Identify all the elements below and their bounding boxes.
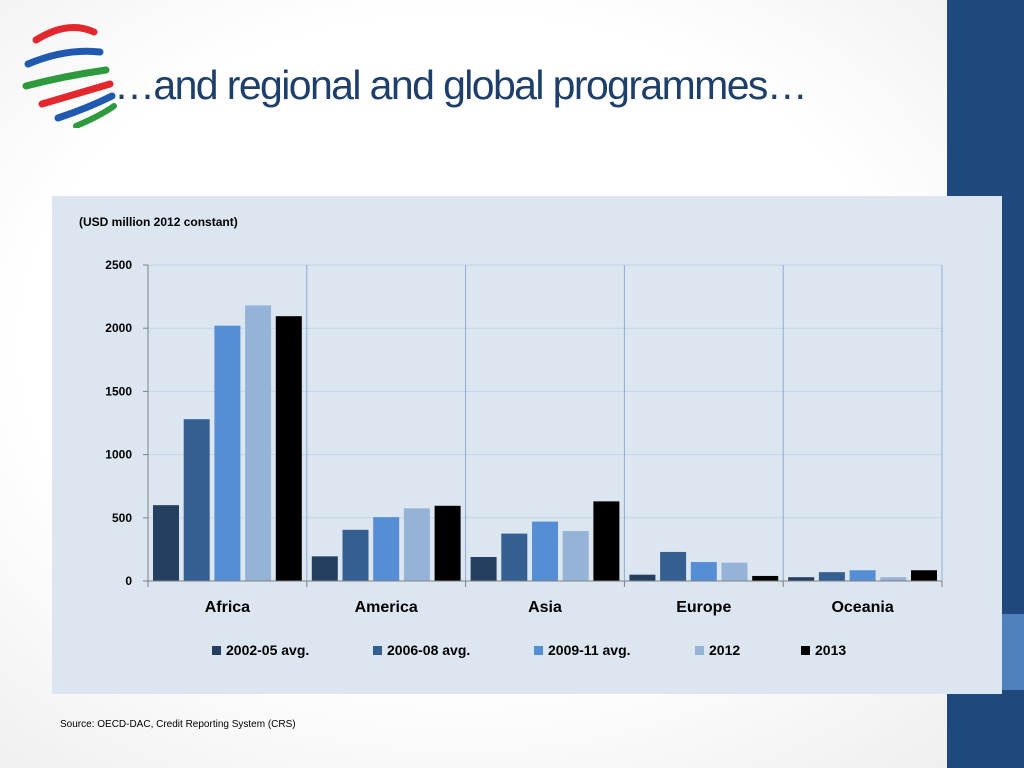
legend-swatch [373, 646, 382, 655]
y-tick-label: 2000 [105, 321, 132, 335]
slide-title: …and regional and global programmes… [114, 62, 808, 108]
bar-asia-2 [532, 521, 558, 581]
legend-label: 2012 [709, 642, 740, 658]
legend-label: 2006-08 avg. [387, 642, 470, 658]
bar-europe-4 [752, 575, 779, 581]
bar-africa-2 [214, 325, 241, 581]
bar-europe-3 [721, 562, 748, 581]
bar-oceania-0 [788, 577, 815, 581]
bar-asia-1 [501, 533, 528, 581]
side-accent-block [1002, 614, 1024, 690]
legend-label: 2002-05 avg. [226, 642, 309, 658]
bar-oceania-4 [911, 570, 937, 581]
chart-unit-label: (USD million 2012 constant) [79, 215, 238, 229]
bar-asia-3 [562, 531, 589, 581]
bar-africa-4 [275, 316, 302, 581]
bar-america-1 [342, 529, 369, 581]
bar-chart: 0 500 1000 1500 2000 2500 Africa America Asia Eur… [105, 258, 943, 658]
source-note: Source: OECD-DAC, Credit Reporting Syste… [60, 719, 296, 730]
bar-africa-0 [153, 505, 179, 581]
y-tick-label: 0 [125, 574, 132, 588]
bar-africa-1 [183, 419, 210, 581]
bar-america-4 [434, 505, 461, 581]
y-tick-label: 500 [112, 511, 132, 525]
chart-panel: (USD million 2012 constant) 0 500 1000 1500… [52, 196, 1002, 694]
bar-oceania-3 [880, 577, 907, 581]
x-category-label: Asia [528, 599, 562, 616]
x-category-label: America [355, 599, 418, 616]
bar-europe-1 [660, 551, 687, 581]
x-category-label: Europe [676, 599, 731, 616]
bar-america-3 [403, 508, 430, 581]
legend-label: 2013 [815, 642, 846, 658]
bar-oceania-2 [849, 570, 876, 581]
bar-oceania-1 [818, 572, 845, 581]
x-category-label: Africa [205, 599, 250, 616]
bar-europe-0 [629, 574, 656, 581]
y-tick-label: 1000 [105, 448, 132, 462]
bar-asia-0 [470, 556, 497, 581]
wto-logo-icon [22, 24, 117, 128]
legend-swatch [212, 646, 221, 655]
bar-asia-4 [593, 501, 620, 581]
y-tick-label: 1500 [105, 384, 132, 398]
bar-america-2 [373, 517, 400, 581]
bar-america-0 [311, 556, 338, 581]
legend-swatch [534, 646, 543, 655]
x-category-label: Oceania [831, 599, 893, 616]
legend-label: 2009-11 avg. [548, 642, 631, 658]
y-tick-label: 2500 [105, 258, 132, 272]
legend-swatch [695, 646, 704, 655]
bar-africa-3 [245, 305, 272, 581]
bar-europe-2 [690, 562, 717, 581]
legend-swatch [801, 646, 810, 655]
